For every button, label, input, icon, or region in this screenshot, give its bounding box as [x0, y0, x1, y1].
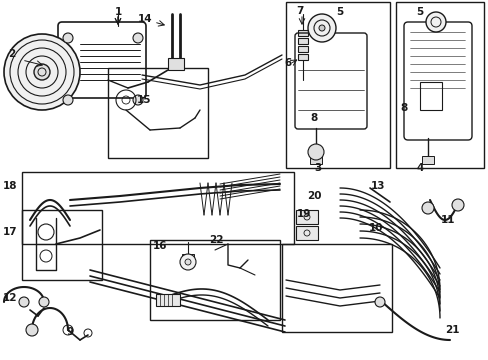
Circle shape: [26, 324, 38, 336]
Bar: [297, 38, 307, 44]
Text: 10: 10: [368, 223, 383, 233]
Text: 15: 15: [137, 95, 151, 105]
Circle shape: [133, 95, 142, 105]
Circle shape: [133, 33, 142, 43]
Text: 8: 8: [310, 113, 317, 123]
Circle shape: [307, 144, 324, 160]
Bar: [297, 54, 307, 60]
Circle shape: [421, 202, 433, 214]
Text: 5: 5: [336, 7, 343, 17]
Text: 5: 5: [415, 7, 423, 17]
Circle shape: [425, 12, 445, 32]
Circle shape: [180, 254, 196, 270]
Text: 16: 16: [152, 241, 167, 251]
Circle shape: [374, 297, 384, 307]
Text: 17: 17: [2, 227, 17, 237]
Text: 1: 1: [114, 7, 122, 17]
Bar: [150, 240, 280, 320]
Bar: [182, 254, 194, 262]
Bar: [282, 244, 391, 332]
Bar: [309, 156, 321, 164]
Text: 11: 11: [440, 215, 454, 225]
Text: 6: 6: [284, 58, 291, 68]
Bar: [22, 210, 102, 280]
Text: 8: 8: [400, 103, 407, 113]
Text: 22: 22: [208, 235, 223, 245]
Circle shape: [39, 297, 49, 307]
Circle shape: [63, 95, 73, 105]
Text: 14: 14: [138, 14, 152, 24]
Bar: [285, 2, 389, 168]
Text: 21: 21: [444, 325, 458, 335]
Circle shape: [307, 14, 335, 42]
Bar: [395, 2, 483, 168]
Circle shape: [4, 34, 80, 110]
Circle shape: [184, 259, 191, 265]
Bar: [297, 46, 307, 52]
Bar: [108, 68, 207, 158]
Text: 4: 4: [415, 163, 423, 173]
Circle shape: [451, 199, 463, 211]
Text: 12: 12: [3, 293, 17, 303]
Circle shape: [318, 25, 325, 31]
Bar: [156, 294, 180, 306]
Text: 2: 2: [8, 49, 16, 59]
Bar: [22, 172, 293, 244]
Bar: [421, 156, 433, 164]
Circle shape: [63, 33, 73, 43]
Text: 18: 18: [3, 181, 17, 191]
Text: 13: 13: [370, 181, 385, 191]
Bar: [297, 30, 307, 36]
Text: 7: 7: [296, 6, 303, 16]
Text: 20: 20: [306, 191, 321, 201]
Bar: [295, 210, 317, 224]
Bar: [168, 58, 183, 70]
Text: 3: 3: [314, 163, 321, 173]
Bar: [295, 226, 317, 240]
Bar: [419, 82, 441, 110]
Text: 9: 9: [66, 327, 73, 337]
Text: 19: 19: [296, 209, 310, 219]
Circle shape: [34, 64, 50, 80]
Circle shape: [19, 297, 29, 307]
